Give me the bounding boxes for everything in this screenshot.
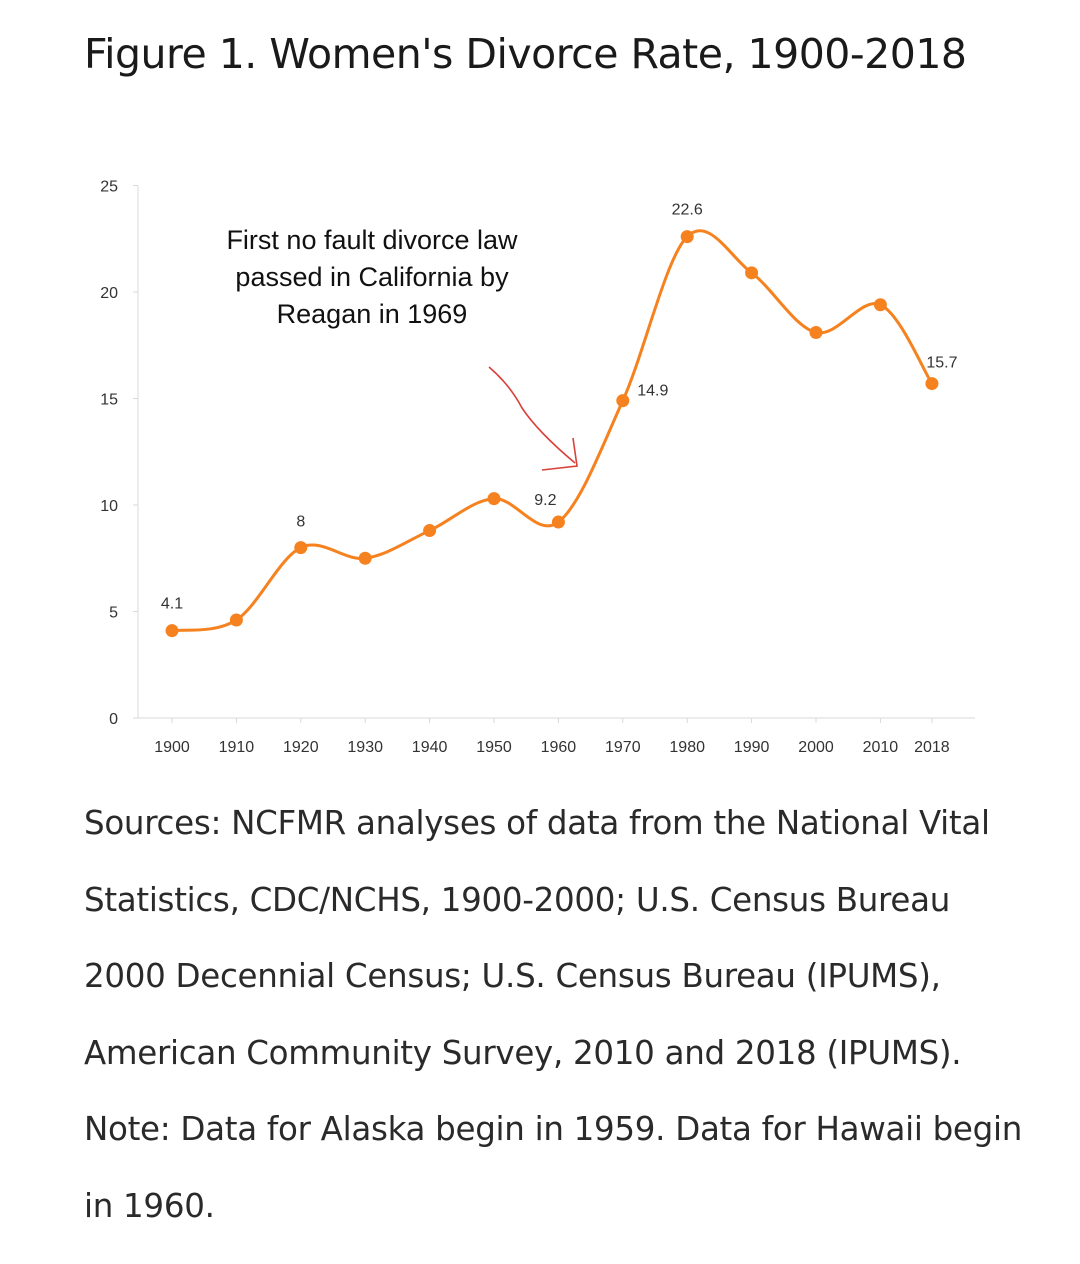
data-label: 15.7 — [926, 355, 957, 372]
data-point — [809, 325, 823, 339]
x-tick-label: 1910 — [219, 739, 255, 756]
data-point — [165, 624, 179, 638]
data-label: 8 — [296, 514, 305, 531]
line-chart: 0 5 10 15 20 25 1900 1910 1920 1930 1940 1950 1960 19… — [100, 179, 975, 756]
chart-axes: 0 5 10 15 20 25 1900 1910 1920 1930 1940 1950 1960 19… — [100, 179, 975, 756]
data-point — [294, 541, 308, 555]
data-point — [358, 551, 372, 565]
x-tick-label: 1900 — [154, 739, 190, 756]
x-tick-label: 1960 — [541, 739, 577, 756]
y-tick-label: 0 — [109, 711, 118, 728]
x-tick-label: 2010 — [863, 739, 899, 756]
x-tick-label: 1980 — [669, 739, 705, 756]
sources-note: Sources: NCFMR analyses of data from the… — [84, 804, 1022, 1225]
data-point — [680, 230, 694, 244]
y-tick-label: 25 — [100, 179, 118, 196]
annotation-arrow — [488, 366, 576, 464]
data-label: 22.6 — [672, 202, 703, 219]
y-tick-label: 10 — [100, 498, 118, 515]
data-labels: 4.1 8 9.2 14.9 22.6 15.7 — [161, 202, 958, 613]
data-point — [487, 492, 501, 506]
data-points — [165, 230, 939, 638]
y-tick-label: 5 — [109, 605, 118, 622]
x-tick-label: 1940 — [412, 739, 448, 756]
data-point — [229, 613, 243, 627]
annotation-text: First no fault divorce law passed in Cal… — [226, 225, 518, 329]
chart-title: Figure 1. Women's Divorce Rate, 1900-201… — [84, 30, 967, 78]
x-tick-label: 2018 — [914, 739, 950, 756]
y-tick-label: 20 — [100, 285, 118, 302]
data-label: 9.2 — [534, 492, 556, 509]
data-point — [423, 524, 437, 538]
data-point — [745, 266, 759, 280]
data-label: 4.1 — [161, 596, 183, 613]
x-tick-label: 1990 — [734, 739, 770, 756]
data-point — [873, 298, 887, 312]
x-tick-label: 1930 — [347, 739, 383, 756]
x-tick-label: 2000 — [798, 739, 834, 756]
x-tick-label: 1970 — [605, 739, 641, 756]
annotation-arrow-head — [541, 437, 578, 471]
y-tick-label: 15 — [100, 392, 118, 409]
x-tick-label: 1950 — [476, 739, 512, 756]
data-label: 14.9 — [637, 383, 668, 400]
data-point — [925, 377, 939, 391]
x-tick-label: 1920 — [283, 739, 319, 756]
data-point — [616, 394, 630, 408]
data-point — [551, 515, 565, 529]
